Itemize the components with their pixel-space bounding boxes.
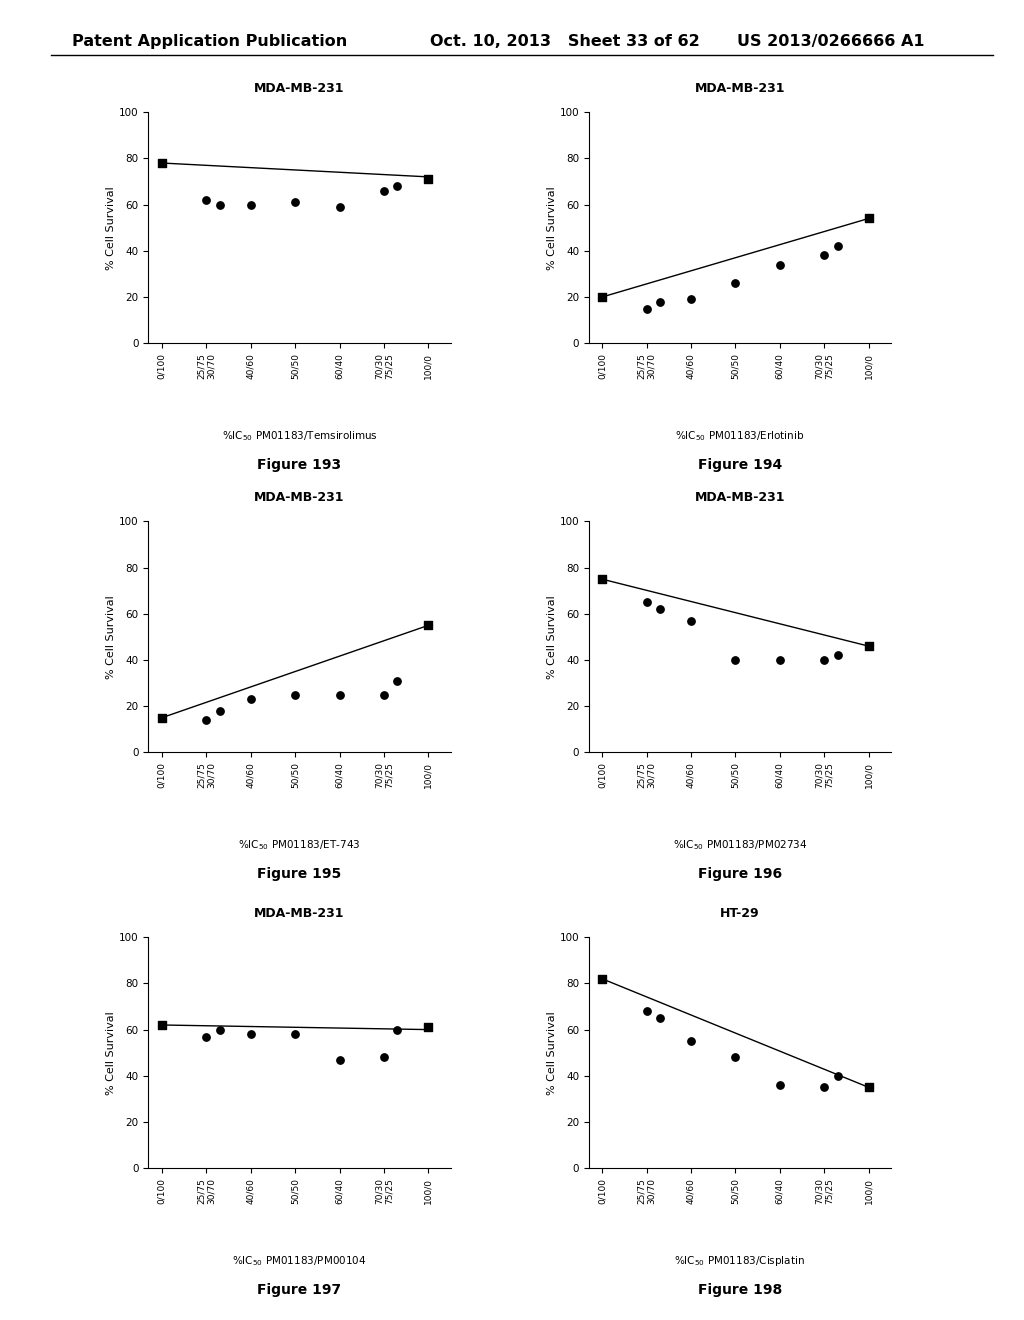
Point	[243, 194, 259, 215]
Point	[727, 649, 743, 671]
Point	[638, 591, 654, 612]
Point	[154, 708, 170, 729]
Point	[860, 635, 877, 656]
Point	[594, 969, 610, 990]
Text: MDA-MB-231: MDA-MB-231	[254, 82, 345, 95]
Y-axis label: % Cell Survival: % Cell Survival	[106, 186, 117, 269]
Point	[683, 1031, 699, 1052]
Text: %IC$_{50}$ PM01183/Temsirolimus: %IC$_{50}$ PM01183/Temsirolimus	[221, 429, 378, 442]
Y-axis label: % Cell Survival: % Cell Survival	[547, 186, 557, 269]
Text: %IC$_{50}$ PM01183/PM02734: %IC$_{50}$ PM01183/PM02734	[673, 838, 807, 851]
Point	[420, 1016, 436, 1038]
Point	[420, 615, 436, 636]
Point	[376, 180, 392, 201]
Point	[772, 253, 788, 276]
Text: MDA-MB-231: MDA-MB-231	[694, 82, 785, 95]
Point	[389, 1019, 406, 1040]
Point	[638, 298, 654, 319]
Text: Figure 193: Figure 193	[257, 458, 342, 473]
Point	[683, 610, 699, 631]
Point	[211, 700, 227, 721]
Point	[420, 1016, 436, 1038]
Text: Figure 194: Figure 194	[697, 458, 782, 473]
Point	[420, 615, 436, 636]
Point	[243, 689, 259, 710]
Point	[651, 292, 668, 313]
Point	[860, 1077, 877, 1098]
Point	[389, 671, 406, 692]
Point	[287, 1024, 303, 1045]
Point	[376, 684, 392, 705]
Text: %IC$_{50}$ PM01183/Cisplatin: %IC$_{50}$ PM01183/Cisplatin	[675, 1254, 805, 1269]
Point	[287, 684, 303, 705]
Point	[198, 1026, 214, 1047]
Y-axis label: % Cell Survival: % Cell Survival	[547, 1011, 557, 1094]
Point	[829, 235, 846, 256]
Point	[638, 1001, 654, 1022]
Text: %IC$_{50}$ PM01183/PM00104: %IC$_{50}$ PM01183/PM00104	[232, 1254, 367, 1267]
Point	[243, 1024, 259, 1045]
Point	[154, 152, 170, 173]
Y-axis label: % Cell Survival: % Cell Survival	[106, 1011, 117, 1094]
Point	[389, 176, 406, 197]
Text: Oct. 10, 2013   Sheet 33 of 62: Oct. 10, 2013 Sheet 33 of 62	[430, 34, 699, 49]
Point	[816, 246, 833, 267]
Text: %IC$_{50}$ PM01183/ET-743: %IC$_{50}$ PM01183/ET-743	[239, 838, 360, 851]
Text: %IC$_{50}$ PM01183/Erlotinib: %IC$_{50}$ PM01183/Erlotinib	[675, 429, 805, 442]
Point	[860, 207, 877, 230]
Text: MDA-MB-231: MDA-MB-231	[694, 491, 785, 504]
Text: HT-29: HT-29	[720, 907, 760, 920]
Point	[860, 207, 877, 230]
Point	[816, 649, 833, 671]
Point	[594, 286, 610, 308]
Point	[727, 1047, 743, 1068]
Text: Figure 197: Figure 197	[257, 1283, 342, 1298]
Text: MDA-MB-231: MDA-MB-231	[254, 491, 345, 504]
Text: Figure 196: Figure 196	[697, 867, 782, 882]
Point	[332, 684, 348, 705]
Point	[651, 1007, 668, 1028]
Point	[594, 286, 610, 308]
Point	[594, 969, 610, 990]
Point	[683, 289, 699, 310]
Point	[772, 1074, 788, 1096]
Point	[594, 569, 610, 590]
Point	[594, 569, 610, 590]
Text: Patent Application Publication: Patent Application Publication	[72, 34, 347, 49]
Y-axis label: % Cell Survival: % Cell Survival	[106, 595, 117, 678]
Y-axis label: % Cell Survival: % Cell Survival	[547, 595, 557, 678]
Point	[829, 1065, 846, 1086]
Point	[420, 169, 436, 190]
Point	[287, 191, 303, 213]
Point	[211, 194, 227, 215]
Point	[332, 1049, 348, 1071]
Text: Figure 198: Figure 198	[697, 1283, 782, 1298]
Point	[651, 598, 668, 619]
Point	[420, 169, 436, 190]
Point	[332, 197, 348, 218]
Text: US 2013/0266666 A1: US 2013/0266666 A1	[737, 34, 925, 49]
Point	[816, 1077, 833, 1098]
Point	[211, 1019, 227, 1040]
Point	[829, 645, 846, 667]
Point	[154, 1014, 170, 1035]
Text: MDA-MB-231: MDA-MB-231	[254, 907, 345, 920]
Text: Figure 195: Figure 195	[257, 867, 342, 882]
Point	[198, 189, 214, 210]
Point	[154, 1014, 170, 1035]
Point	[727, 273, 743, 294]
Point	[198, 710, 214, 731]
Point	[154, 152, 170, 173]
Point	[860, 1077, 877, 1098]
Point	[376, 1047, 392, 1068]
Point	[860, 635, 877, 656]
Point	[154, 708, 170, 729]
Point	[772, 649, 788, 671]
